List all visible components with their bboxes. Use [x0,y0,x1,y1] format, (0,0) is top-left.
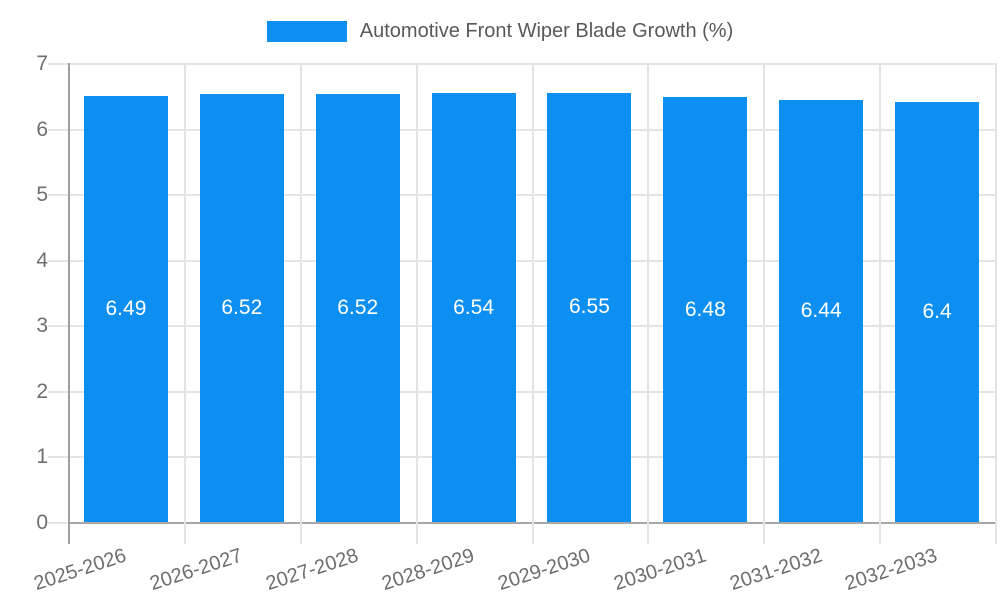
chart-legend[interactable]: Automotive Front Wiper Blade Growth (%) [0,20,1000,43]
legend-label: Automotive Front Wiper Blade Growth (%) [359,20,734,42]
bar-value-label: 6.48 [684,297,726,321]
x-tick [995,522,997,544]
bar[interactable]: 6.52 [315,94,400,522]
y-tick [48,259,68,262]
x-axis-tick-label: 2027-2028 [263,544,362,596]
bar[interactable]: 6.49 [83,96,168,522]
y-axis-tick-label: 4 [36,248,48,272]
x-gridline [299,63,302,522]
bar[interactable]: 6.52 [199,94,284,522]
y-tick [48,390,68,393]
y-axis-tick-label: 5 [36,183,48,207]
y-axis-tick-label: 2 [36,379,48,403]
x-tick [299,522,302,544]
bar-value-label: 6.55 [569,295,610,319]
bar[interactable]: 6.55 [547,92,632,522]
y-tick [48,456,68,459]
x-gridline [995,63,997,522]
y-axis-tick-label: 0 [36,511,48,534]
bar[interactable]: 6.48 [663,97,748,522]
bar-value-label: 6.52 [221,296,263,320]
x-tick [647,522,650,544]
x-tick [879,522,882,544]
y-axis-tick-label: 1 [36,445,48,469]
bar[interactable]: 6.4 [895,102,980,522]
bar-value-label: 6.49 [105,297,147,321]
x-gridline [183,63,186,522]
bar-value-label: 6.4 [922,300,952,324]
x-gridline [647,63,650,522]
y-axis-tick-label: 6 [36,117,48,141]
x-axis-tick-label: 2032-2033 [842,544,941,596]
x-tick [183,522,186,544]
bar-value-label: 6.54 [453,295,494,319]
y-axis-tick-label: 7 [36,52,48,75]
y-axis-tick-label: 3 [36,314,48,338]
x-tick [531,522,534,544]
x-tick [415,522,418,544]
y-tick [48,128,68,131]
legend-swatch-icon [266,21,347,42]
bar-value-label: 6.52 [337,296,379,320]
bar[interactable]: 6.44 [779,99,864,522]
bar-value-label: 6.44 [800,298,842,322]
x-tick [763,522,766,544]
y-axis-line [68,63,70,544]
bar[interactable]: 6.54 [431,93,516,522]
x-axis-tick-label: 2028-2029 [379,544,477,596]
y-tick [48,194,68,197]
x-gridline [415,63,418,522]
x-axis-tick-label: 2026-2027 [147,544,246,596]
x-axis-tick-label: 2030-2031 [610,544,709,596]
x-gridline [531,63,534,522]
y-tick [48,63,68,65]
y-tick [48,325,68,328]
x-axis-tick-label: 2029-2030 [495,544,593,596]
x-axis-tick-label: 2025-2026 [31,544,130,596]
y-tick [48,522,68,524]
x-gridline [763,63,766,522]
x-axis-tick-label: 2031-2032 [726,544,825,596]
x-gridline [879,63,882,522]
